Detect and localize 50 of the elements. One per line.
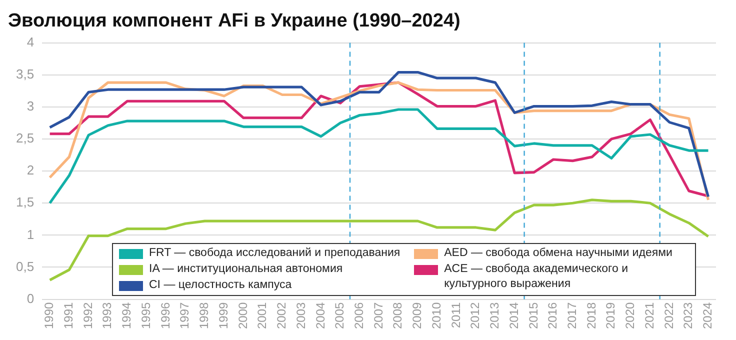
- x-tick-label: 1992: [80, 302, 95, 330]
- x-tick-label: 2016: [546, 302, 560, 330]
- y-tick-label: 2: [26, 162, 34, 178]
- y-tick-label: 4: [26, 34, 34, 50]
- x-tick-label: 2017: [565, 302, 580, 330]
- x-tick-label: 2002: [274, 302, 289, 330]
- legend-label: AED — свобода обмена научными идеями: [444, 246, 672, 261]
- x-tick-label: 2005: [332, 302, 347, 330]
- legend-label: CI — целостность кампуса: [149, 278, 292, 293]
- x-tick-label: 2008: [390, 302, 405, 330]
- x-tick-label: 2022: [662, 302, 676, 330]
- x-tick-label: 2014: [506, 302, 521, 330]
- y-tick-label: 1: [26, 226, 34, 242]
- x-tick-label: 2000: [236, 302, 250, 330]
- y-tick-label: 0: [26, 290, 34, 306]
- x-tick-label: 2009: [410, 302, 424, 330]
- x-tick-label: 2001: [255, 302, 270, 330]
- y-tick-label: 3: [26, 98, 34, 114]
- y-tick-label: 0,5: [16, 258, 34, 274]
- legend-label: ACE — свобода академического и культурного выражения: [444, 262, 629, 292]
- x-tick-label: 2010: [429, 302, 444, 330]
- x-tick-label: 1994: [120, 302, 134, 330]
- x-tick-label: 1993: [100, 302, 114, 330]
- x-tick-label: 2011: [448, 302, 463, 328]
- x-tick-label: 1991: [61, 302, 76, 330]
- x-tick-label: 2018: [584, 302, 598, 330]
- legend-label: FRT — свобода исследований и преподавания: [149, 246, 400, 261]
- x-tick-label: 1999: [216, 302, 230, 330]
- x-tick-label: 2020: [623, 302, 638, 330]
- x-tick-label: 2015: [526, 302, 540, 330]
- chart-title: Эволюция компонент AFi в Украине (1990–2024): [8, 10, 460, 32]
- x-tick-label: 2024: [700, 302, 715, 330]
- legend-label: IA — институциональная автономия: [149, 262, 343, 277]
- x-tick-label: 2023: [681, 302, 696, 330]
- x-tick-label: 2003: [294, 302, 308, 330]
- y-tick-label: 1,5: [16, 194, 34, 210]
- x-tick-label: 1990: [42, 302, 56, 330]
- x-tick-label: 1997: [178, 302, 192, 330]
- y-tick-label: 3,5: [16, 66, 34, 82]
- x-tick-label: 1998: [197, 302, 212, 330]
- x-tick-label: 1995: [138, 302, 153, 330]
- x-tick-label: 2012: [468, 302, 482, 330]
- x-tick-label: 2021: [642, 302, 656, 330]
- y-tick-label: 2,5: [16, 130, 34, 146]
- x-tick-label: 1996: [158, 302, 172, 330]
- x-tick-label: 2006: [352, 302, 366, 330]
- x-tick-label: 2004: [313, 302, 328, 330]
- x-tick-label: 2007: [371, 302, 386, 330]
- x-tick-label: 2019: [604, 302, 618, 330]
- x-tick-label: 2013: [488, 302, 502, 330]
